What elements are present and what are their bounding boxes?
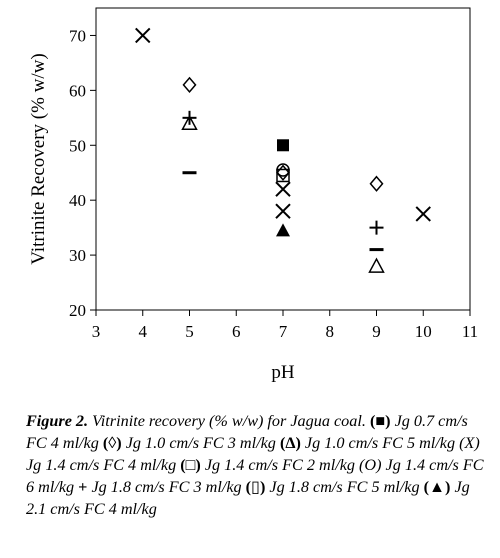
data-point-filled-square bbox=[277, 139, 289, 152]
data-point-open-circle bbox=[276, 163, 290, 177]
y-tick-label: 60 bbox=[69, 81, 86, 100]
data-point-open-diamond bbox=[182, 76, 197, 94]
caption-legend-symbol: (■) bbox=[369, 412, 391, 430]
x-axis-label: pH bbox=[271, 362, 295, 383]
figure-caption: Figure 2. Vitrinite recovery (% w/w) for… bbox=[26, 410, 492, 520]
data-point-open-triangle bbox=[368, 257, 385, 273]
caption-legend-symbol: (▲) bbox=[423, 478, 451, 496]
data-point-plus bbox=[369, 220, 384, 235]
data-point-plus bbox=[182, 110, 197, 125]
data-point-x bbox=[275, 203, 291, 219]
data-point-open-diamond bbox=[276, 164, 290, 181]
x-tick-label: 8 bbox=[326, 322, 335, 341]
y-tick-label: 70 bbox=[69, 26, 86, 45]
x-tick-label: 10 bbox=[415, 322, 432, 341]
caption-legend-symbol: + bbox=[78, 478, 88, 496]
x-tick-label: 5 bbox=[185, 322, 194, 341]
data-point-x bbox=[415, 206, 431, 222]
caption-text: Jg 1.8 cm/s FC 5 ml/kg bbox=[265, 478, 424, 496]
data-point-filled-triangle bbox=[276, 223, 290, 237]
data-point-open-triangle bbox=[181, 114, 198, 131]
chart-container: 3 4 5 6 7 8 9 10 11 20 30 40 50 60 70 pH Vitrinite Rec… bbox=[28, 7, 478, 383]
y-axis-label: Vitrinite Recovery (% w/w) bbox=[28, 53, 49, 265]
x-tick-label: 3 bbox=[92, 322, 101, 341]
data-point-open-diamond bbox=[369, 175, 384, 192]
x-tick-label: 6 bbox=[232, 322, 241, 341]
data-point-x bbox=[135, 27, 151, 44]
y-tick-label: 20 bbox=[69, 301, 86, 320]
caption-legend-symbol: (□) bbox=[180, 456, 201, 474]
caption-legend-symbol: (▯) bbox=[245, 478, 266, 496]
caption-text: Jg 1.4 cm/s FC 2 ml/kg (O) Jg 1.4 cm/s F… bbox=[26, 456, 484, 496]
x-tick-label: 7 bbox=[279, 322, 288, 341]
caption-legend-symbol: (◊) bbox=[102, 434, 122, 452]
y-tick-label: 50 bbox=[69, 136, 86, 155]
x-tick-label: 4 bbox=[139, 322, 148, 341]
caption-legend-symbol: (Δ) bbox=[279, 434, 301, 452]
caption-text: Vitrinite recovery (% w/w) for Jagua coa… bbox=[88, 412, 370, 430]
caption-text: Jg 1.8 cm/s FC 3 ml/kg bbox=[87, 478, 246, 496]
data-point-open-square bbox=[276, 168, 290, 183]
caption-figure-number: Figure 2. bbox=[26, 412, 89, 430]
caption-text: Jg 1.0 cm/s FC 3 ml/kg bbox=[121, 434, 280, 452]
caption-text: Jg 1.0 cm/s FC 5 ml/kg (X) Jg 1.4 cm/s F… bbox=[26, 434, 480, 474]
plot-area-frame bbox=[95, 7, 471, 311]
axes-layer: 3 4 5 6 7 8 9 10 11 20 30 40 50 60 70 bbox=[69, 26, 478, 341]
x-tick-label: 9 bbox=[372, 322, 381, 341]
y-tick-label: 40 bbox=[69, 191, 86, 210]
x-tick-label: 11 bbox=[462, 322, 478, 341]
y-tick-label: 30 bbox=[69, 246, 86, 265]
caption-text: Jg 0.7 cm/s FC 4 ml/kg bbox=[26, 412, 468, 452]
marks-layer bbox=[135, 27, 431, 273]
scatter-chart: 3 4 5 6 7 8 9 10 11 20 30 40 50 60 70 pH Vitrinite Rec… bbox=[28, 7, 478, 383]
caption-text: Jg 2.1 cm/s FC 4 ml/kg bbox=[26, 478, 470, 518]
data-point-x bbox=[275, 181, 291, 197]
